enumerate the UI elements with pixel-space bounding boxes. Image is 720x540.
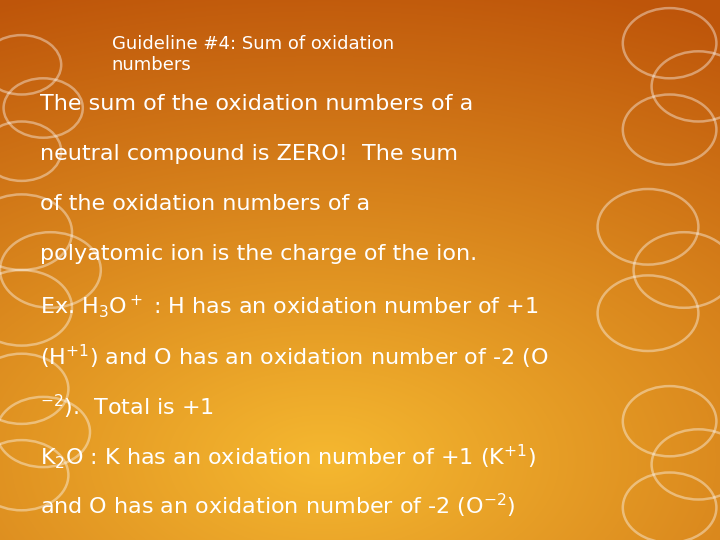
Text: Ex. H$_3$O$^+$ : H has an oxidation number of +1: Ex. H$_3$O$^+$ : H has an oxidation numb… xyxy=(40,293,538,320)
Text: K$_2$O : K has an oxidation number of +1 (K$^{+1}$): K$_2$O : K has an oxidation number of +1… xyxy=(40,442,536,471)
Text: The sum of the oxidation numbers of a: The sum of the oxidation numbers of a xyxy=(40,94,473,114)
Text: and O has an oxidation number of -2 (O$^{-2}$): and O has an oxidation number of -2 (O$^… xyxy=(40,492,515,520)
Text: Guideline #4: Sum of oxidation
numbers: Guideline #4: Sum of oxidation numbers xyxy=(112,35,394,74)
Text: neutral compound is ZERO!  The sum: neutral compound is ZERO! The sum xyxy=(40,144,458,164)
Text: of the oxidation numbers of a: of the oxidation numbers of a xyxy=(40,194,370,214)
Text: (H$^{+1}$) and O has an oxidation number of -2 (O: (H$^{+1}$) and O has an oxidation number… xyxy=(40,343,549,371)
Text: $^{-2}$).  Total is +1: $^{-2}$). Total is +1 xyxy=(40,393,214,421)
Text: polyatomic ion is the charge of the ion.: polyatomic ion is the charge of the ion. xyxy=(40,244,477,264)
